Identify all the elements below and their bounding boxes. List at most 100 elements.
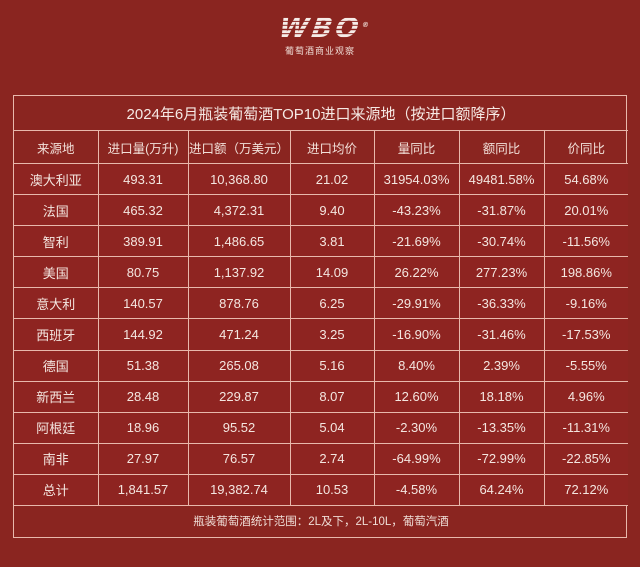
table-row: 美国 80.75 1,137.92 14.09 26.22% 277.23% 198.86%	[14, 256, 629, 289]
cell-price-yoy: -17.53%	[543, 318, 629, 351]
cell-value: 4,372.31	[187, 194, 291, 227]
cell-volume: 27.97	[97, 442, 189, 475]
table-row: 新西兰 28.48 229.87 8.07 12.60% 18.18% 4.96%	[14, 380, 629, 413]
cell-origin: 美国	[14, 256, 99, 289]
cell-value-yoy: -36.33%	[458, 287, 545, 320]
cell-origin: 澳大利亚	[14, 163, 99, 196]
logo-mark: WBO ®	[277, 14, 372, 44]
cell-volume-yoy: 26.22%	[373, 256, 460, 289]
cell-avg-price: 6.25	[289, 287, 375, 320]
import-sources-table: 2024年6月瓶装葡萄酒TOP10进口来源地（按进口额降序） 来源地 进口量(万…	[13, 95, 629, 538]
cell-value: 19,382.74	[187, 473, 291, 506]
cell-value: 95.52	[187, 411, 291, 444]
cell-avg-price: 10.53	[289, 473, 375, 506]
cell-origin: 法国	[14, 194, 99, 227]
cell-volume: 465.32	[97, 194, 189, 227]
cell-value-yoy: -31.46%	[458, 318, 545, 351]
cell-volume: 80.75	[97, 256, 189, 289]
table-row: 西班牙 144.92 471.24 3.25 -16.90% -31.46% -17.53%	[14, 318, 629, 351]
cell-avg-price: 3.81	[289, 225, 375, 258]
cell-value-yoy: 18.18%	[458, 380, 545, 413]
table-total-row: 总计 1,841.57 19,382.74 10.53 -4.58% 64.24% 72.1…	[14, 473, 629, 506]
cell-value-yoy: 64.24%	[458, 473, 545, 506]
cell-origin: 阿根廷	[14, 411, 99, 444]
cell-volume: 144.92	[97, 318, 189, 351]
cell-origin: 南非	[14, 442, 99, 475]
cell-price-yoy: 72.12%	[543, 473, 629, 506]
cell-origin: 西班牙	[14, 318, 99, 351]
cell-avg-price: 14.09	[289, 256, 375, 289]
cell-value: 1,486.65	[187, 225, 291, 258]
cell-avg-price: 2.74	[289, 442, 375, 475]
cell-value-yoy: 2.39%	[458, 349, 545, 382]
cell-price-yoy: -11.31%	[543, 411, 629, 444]
cell-value-yoy: -13.35%	[458, 411, 545, 444]
table-row: 法国 465.32 4,372.31 9.40 -43.23% -31.87% 20.01%	[14, 194, 629, 227]
cell-origin: 智利	[14, 225, 99, 258]
table-row: 阿根廷 18.96 95.52 5.04 -2.30% -13.35% -11.31%	[14, 411, 629, 444]
cell-value-yoy: 277.23%	[458, 256, 545, 289]
header-volume-yoy: 量同比	[373, 130, 460, 165]
cell-volume-yoy: -29.91%	[373, 287, 460, 320]
header-value-yoy: 额同比	[458, 130, 545, 165]
cell-volume: 389.91	[97, 225, 189, 258]
table-footnote: 瓶装葡萄酒统计范围：2L及下，2L-10L，葡萄汽酒	[14, 504, 629, 537]
cell-avg-price: 3.25	[289, 318, 375, 351]
header-avg-price: 进口均价	[289, 130, 375, 165]
cell-price-yoy: -5.55%	[543, 349, 629, 382]
cell-volume-yoy: -4.58%	[373, 473, 460, 506]
cell-volume-yoy: 31954.03%	[373, 163, 460, 196]
logo-subtitle: 葡萄酒商业观察	[284, 46, 355, 56]
table-title-row: 2024年6月瓶装葡萄酒TOP10进口来源地（按进口额降序）	[14, 96, 629, 132]
cell-origin: 意大利	[14, 287, 99, 320]
cell-origin: 德国	[14, 349, 99, 382]
table-header-row: 来源地 进口量(万升) 进口额（万美元） 进口均价 量同比 额同比 价同比	[14, 130, 629, 165]
table-footnote-row: 瓶装葡萄酒统计范围：2L及下，2L-10L，葡萄汽酒	[14, 504, 629, 537]
cell-volume-yoy: -43.23%	[373, 194, 460, 227]
cell-price-yoy: 20.01%	[543, 194, 629, 227]
cell-price-yoy: 4.96%	[543, 380, 629, 413]
cell-value: 76.57	[187, 442, 291, 475]
cell-price-yoy: 54.68%	[543, 163, 629, 196]
header-price-yoy: 价同比	[543, 130, 629, 165]
cell-avg-price: 9.40	[289, 194, 375, 227]
table-title: 2024年6月瓶装葡萄酒TOP10进口来源地（按进口额降序）	[14, 96, 629, 132]
cell-volume-yoy: -16.90%	[373, 318, 460, 351]
header-import-volume: 进口量(万升)	[97, 130, 189, 165]
cell-value: 10,368.80	[187, 163, 291, 196]
cell-volume-yoy: -2.30%	[373, 411, 460, 444]
header-origin: 来源地	[14, 130, 99, 165]
cell-avg-price: 5.04	[289, 411, 375, 444]
cell-volume: 18.96	[97, 411, 189, 444]
cell-origin: 新西兰	[14, 380, 99, 413]
cell-value-yoy: 49481.58%	[458, 163, 545, 196]
cell-volume: 28.48	[97, 380, 189, 413]
cell-volume-yoy: 8.40%	[373, 349, 460, 382]
cell-origin: 总计	[14, 473, 99, 506]
cell-volume-yoy: -21.69%	[373, 225, 460, 258]
cell-price-yoy: 198.86%	[543, 256, 629, 289]
table-row: 澳大利亚 493.31 10,368.80 21.02 31954.03% 49481.5…	[14, 163, 629, 196]
cell-volume-yoy: -64.99%	[373, 442, 460, 475]
cell-value-yoy: -72.99%	[458, 442, 545, 475]
cell-value: 265.08	[187, 349, 291, 382]
cell-avg-price: 8.07	[289, 380, 375, 413]
cell-value-yoy: -31.87%	[458, 194, 545, 227]
cell-value-yoy: -30.74%	[458, 225, 545, 258]
table-row: 意大利 140.57 878.76 6.25 -29.91% -36.33% -9.16%	[14, 287, 629, 320]
table-row: 德国 51.38 265.08 5.16 8.40% 2.39% -5.55%	[14, 349, 629, 382]
cell-volume-yoy: 12.60%	[373, 380, 460, 413]
cell-price-yoy: -9.16%	[543, 287, 629, 320]
table-row: 智利 389.91 1,486.65 3.81 -21.69% -30.74% -11.56…	[14, 225, 629, 258]
cell-price-yoy: -11.56%	[543, 225, 629, 258]
cell-value: 1,137.92	[187, 256, 291, 289]
cell-volume: 1,841.57	[97, 473, 189, 506]
cell-avg-price: 21.02	[289, 163, 375, 196]
cell-price-yoy: -22.85%	[543, 442, 629, 475]
table-row: 南非 27.97 76.57 2.74 -64.99% -72.99% -22.85%	[14, 442, 629, 475]
cell-volume: 493.31	[97, 163, 189, 196]
cell-volume: 51.38	[97, 349, 189, 382]
header-import-value: 进口额（万美元）	[187, 130, 291, 165]
cell-avg-price: 5.16	[289, 349, 375, 382]
cell-value: 878.76	[187, 287, 291, 320]
